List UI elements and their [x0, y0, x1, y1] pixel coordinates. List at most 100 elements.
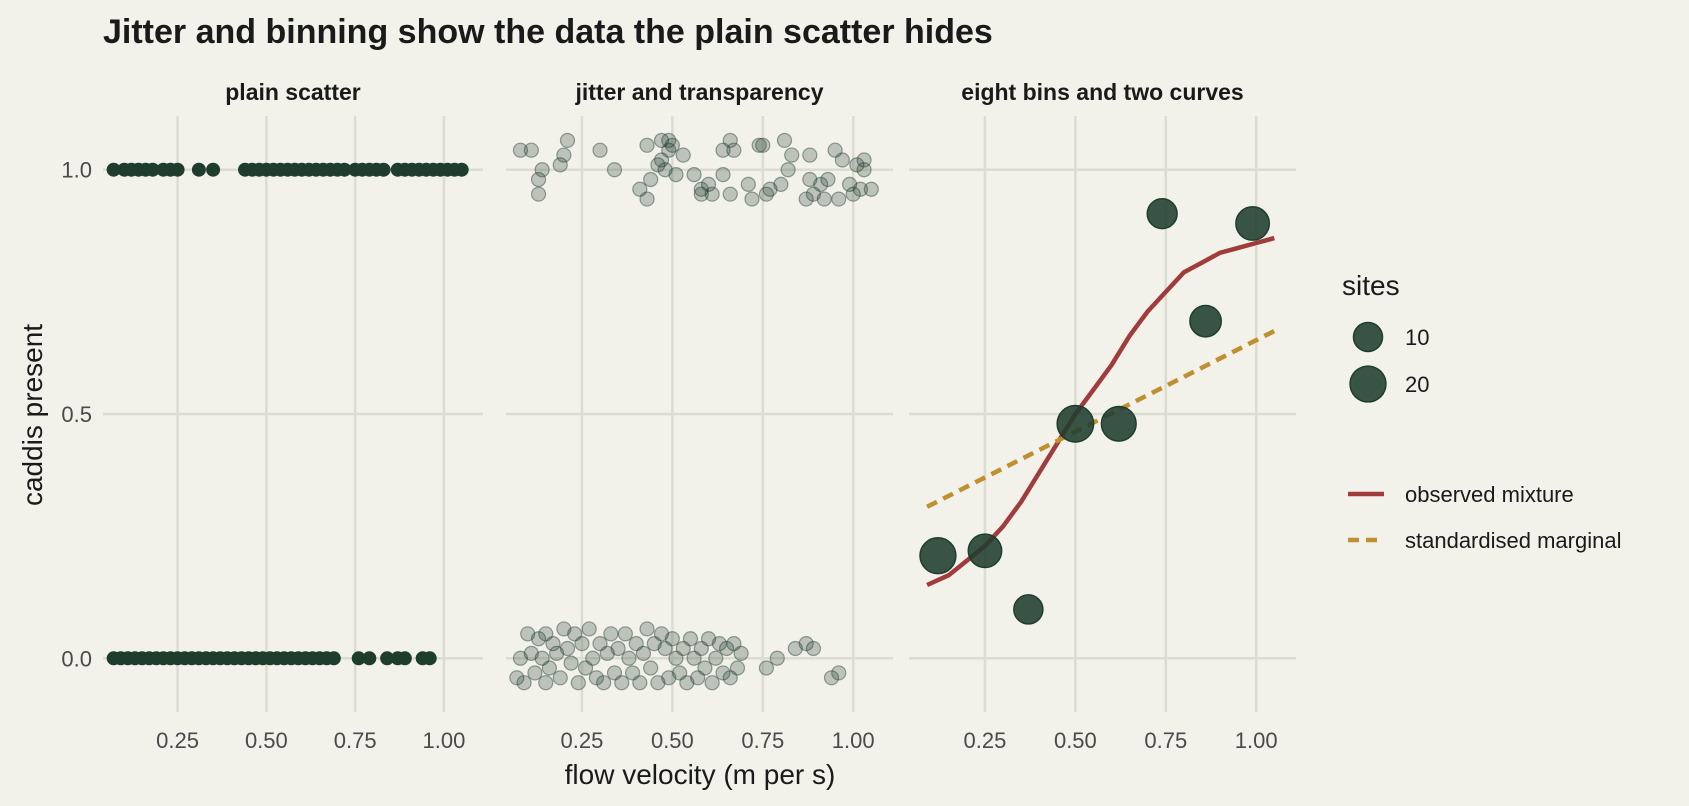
jitter-point	[541, 660, 558, 676]
jitter-point	[729, 660, 746, 676]
x-tick-label: 1.00	[423, 728, 466, 753]
legend-line-label: standardised marginal	[1405, 528, 1621, 553]
jitter-point	[805, 186, 822, 202]
jitter-point	[693, 181, 709, 197]
jitter-point	[820, 171, 836, 188]
bin-point	[1056, 404, 1095, 443]
jitter-point	[773, 176, 789, 192]
chart-title: Jitter and binning show the data the pla…	[103, 13, 993, 51]
jitter-point	[661, 142, 677, 158]
jitter-point	[624, 665, 641, 681]
jitter-point	[610, 640, 626, 657]
jitter-point	[802, 147, 818, 163]
jitter-point	[512, 650, 529, 666]
jitter-point	[715, 167, 731, 183]
x-tick-label: 0.50	[651, 728, 694, 753]
jitter-point	[530, 631, 547, 647]
jitter-point	[552, 157, 568, 173]
y-tick-label: 1.0	[61, 158, 92, 183]
jitter-point	[552, 670, 568, 686]
jitter-point	[719, 640, 735, 657]
x-tick-label: 0.50	[1054, 728, 1097, 753]
jitter-point	[653, 132, 670, 149]
jitter-point	[845, 186, 861, 202]
jitter-point	[530, 186, 547, 202]
jitter-point	[606, 162, 623, 178]
x-tick-label: 0.75	[1144, 728, 1187, 753]
jitter-point	[585, 650, 601, 666]
jitter-point	[776, 132, 793, 149]
jitter-point	[664, 631, 680, 647]
jitter-point	[755, 137, 771, 153]
bin-point	[967, 533, 1003, 569]
bin-point	[1100, 405, 1137, 442]
jitter-point	[744, 191, 760, 207]
y-axis: 0.0 0.5 1.0	[61, 158, 92, 672]
jitter-point	[603, 626, 619, 642]
jitter-point	[693, 640, 709, 657]
point-present	[170, 162, 185, 177]
panel-title: eight bins and two curves	[961, 79, 1243, 105]
jitter-point	[700, 631, 717, 647]
jitter-point	[556, 147, 572, 163]
point-absent	[397, 651, 412, 666]
jitter-point	[856, 152, 872, 168]
jitter-point	[704, 675, 720, 691]
jitter-point	[639, 137, 655, 153]
jitter-point	[762, 181, 778, 197]
x-tick-label: 0.25	[156, 728, 199, 753]
jitter-point	[530, 171, 547, 188]
jitter-point	[733, 645, 749, 661]
jitter-point	[559, 132, 576, 149]
jitter-point	[559, 640, 576, 657]
jitter-point	[523, 142, 539, 158]
point-absent	[380, 651, 395, 666]
point-absent	[422, 651, 437, 666]
jitter-point	[831, 665, 847, 681]
jitter-point	[596, 675, 612, 691]
jitter-point	[668, 167, 684, 183]
jitter-point	[592, 636, 608, 652]
jitter-point	[523, 645, 539, 661]
point-absent	[351, 651, 366, 666]
jitter-point	[646, 636, 662, 652]
jitter-point	[740, 176, 756, 192]
jitter-point	[849, 157, 865, 173]
jitter-point	[657, 640, 673, 657]
point-present	[206, 162, 221, 177]
jitter-point	[643, 660, 659, 676]
jitter-point	[563, 655, 579, 671]
jitter-point	[802, 171, 818, 188]
jitter-point	[693, 186, 709, 202]
legend-size-label: 10	[1405, 325, 1429, 350]
jitter-point	[549, 645, 565, 661]
jitter-point	[834, 152, 850, 168]
point-present	[106, 162, 121, 177]
jitter-point	[726, 636, 742, 652]
point-present	[376, 162, 391, 177]
jitter-point	[534, 162, 550, 178]
jitter-point	[556, 621, 572, 637]
jitter-point	[632, 675, 648, 691]
jitter-point	[668, 650, 684, 666]
y-tick-label: 0.0	[61, 646, 92, 671]
jitter-point	[538, 626, 554, 642]
jitter-point	[852, 181, 869, 197]
jitter-point	[588, 670, 605, 686]
jitter-point	[769, 650, 785, 666]
jitter-point	[538, 675, 554, 691]
legend-size-label: 20	[1405, 372, 1429, 397]
jitter-point	[722, 132, 738, 149]
jitter-point	[798, 636, 814, 652]
jitter-point	[570, 675, 586, 691]
jitter-point	[784, 147, 800, 163]
jitter-point	[657, 162, 673, 178]
jitter-point	[679, 675, 695, 691]
jitter-point	[816, 191, 832, 207]
bin-point	[1189, 304, 1223, 338]
point-absent	[326, 651, 341, 666]
x-axis-label: flow velocity (m per s)	[565, 759, 836, 790]
panel-title: plain scatter	[225, 79, 361, 105]
